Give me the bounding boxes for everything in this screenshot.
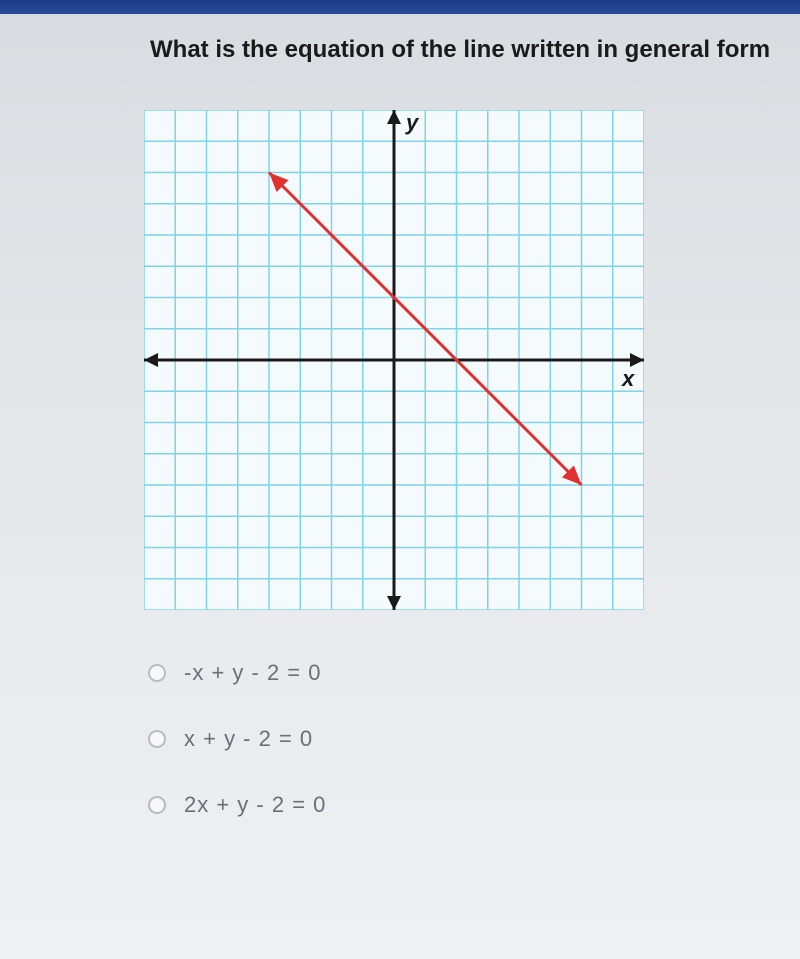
answer-label: 2x + y - 2 = 0 xyxy=(184,792,326,818)
answer-option[interactable]: -x + y - 2 = 0 xyxy=(148,660,326,686)
answer-option[interactable]: 2x + y - 2 = 0 xyxy=(148,792,326,818)
answer-label: -x + y - 2 = 0 xyxy=(184,660,322,686)
svg-text:x: x xyxy=(621,366,635,391)
top-bar xyxy=(0,0,800,14)
radio-icon[interactable] xyxy=(148,730,166,748)
answer-option[interactable]: x + y - 2 = 0 xyxy=(148,726,326,752)
answer-label: x + y - 2 = 0 xyxy=(184,726,313,752)
radio-icon[interactable] xyxy=(148,796,166,814)
answer-list: -x + y - 2 = 0 x + y - 2 = 0 2x + y - 2 … xyxy=(148,660,326,858)
graph-container: yx xyxy=(144,110,644,610)
radio-icon[interactable] xyxy=(148,664,166,682)
svg-text:y: y xyxy=(405,110,420,135)
coordinate-graph: yx xyxy=(144,110,644,610)
question-text: What is the equation of the line written… xyxy=(150,36,770,64)
